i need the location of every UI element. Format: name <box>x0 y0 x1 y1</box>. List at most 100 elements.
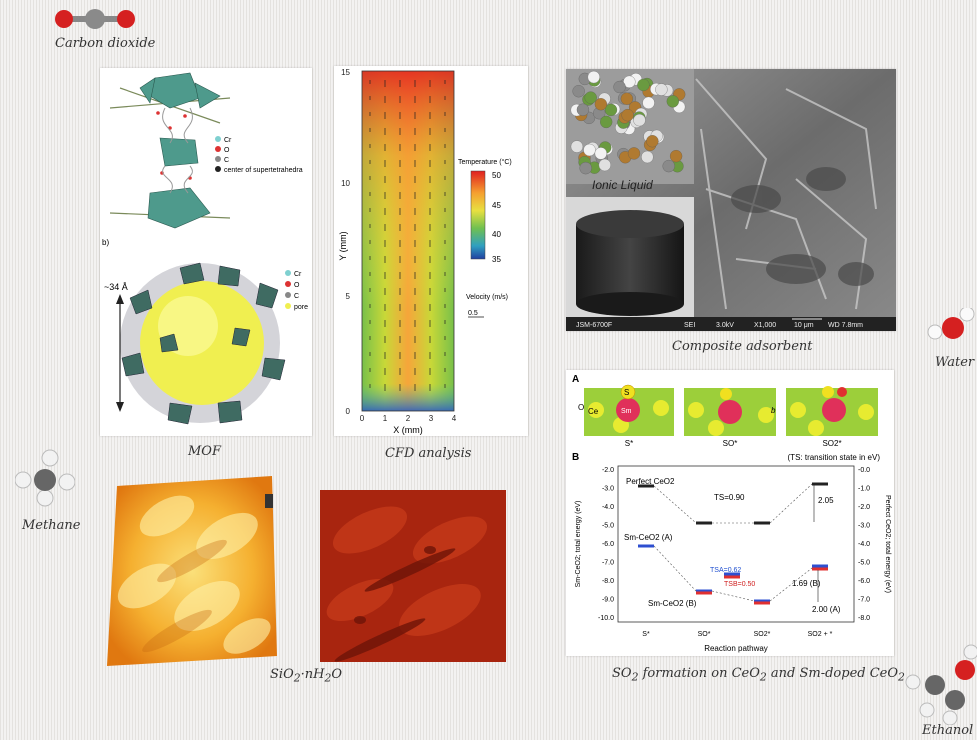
yright-tick: -0.0 <box>858 467 870 474</box>
ionic-liquid-label: Ionic Liquid <box>592 178 653 192</box>
so2-xtick: SO* <box>698 631 711 638</box>
yleft-tick: -9.0 <box>602 597 614 604</box>
water-label: Water <box>935 355 975 370</box>
level-sma-so2-free <box>812 564 828 568</box>
mof-legend-center: center of supertetrahedra <box>224 167 303 174</box>
level-smb-so2-free <box>812 567 828 571</box>
ionic-liquid-atom <box>587 70 600 84</box>
ionic-liquid-atom <box>666 95 679 108</box>
yright-tick: -6.0 <box>858 578 870 585</box>
pathway-connector <box>769 567 813 602</box>
so2-caption-part: 2 <box>759 670 767 684</box>
cfd-xtick-0: 0 <box>360 414 365 423</box>
cfd-temp-35: 35 <box>492 255 501 264</box>
so2-energy-chart: A O S Ce Sm b S* SO* SO2* B (TS: <box>572 374 891 653</box>
ionic-liquid-atom <box>579 161 592 175</box>
sm-ceo2-a-label: Sm-CeO2 (A) <box>624 533 673 542</box>
mof-legend-c: C <box>224 157 229 164</box>
sio2-caption-sub2: 2 <box>324 671 332 685</box>
water-molecule-icon <box>927 306 975 340</box>
yright-tick: -1.0 <box>858 486 870 493</box>
ethanol-label: Ethanol <box>922 723 974 738</box>
sio2-caption-sub: 2 <box>293 671 301 685</box>
ionic-liquid-atom <box>594 147 607 160</box>
level-smb-so2 <box>754 601 770 605</box>
yleft-tick: -7.0 <box>602 560 614 567</box>
cfd-temp-title: Temperature (°C) <box>458 158 512 166</box>
cfd-figure: 15 10 5 0 0 1 2 3 4 Y (mm) X (mm) Temper… <box>334 66 528 436</box>
so2-caption-part: formation on CeO <box>638 666 760 681</box>
cfd-temp-40: 40 <box>492 230 501 239</box>
sio2-image-left <box>107 476 277 666</box>
so2-caption-part: SO <box>612 666 632 681</box>
ionic-liquid-atom <box>641 150 654 164</box>
so2-xlabel: Reaction pathway <box>704 644 768 653</box>
cfd-xlabel: X (mm) <box>393 425 423 435</box>
ionic-liquid-atom <box>620 92 633 105</box>
cfd-contour-plot: 15 10 5 0 0 1 2 3 4 Y (mm) X (mm) Temper… <box>338 68 512 435</box>
mof-structure-image: Cr O C center of supertetrahedra b) ~34 … <box>102 72 308 425</box>
mof-legend-o: O <box>224 147 230 154</box>
sem-image: Ionic Liquid JSM-6700F SEI 3.0kV X1,000 … <box>566 69 896 331</box>
methane-molecule <box>14 448 76 508</box>
ethanol-molecule-icon <box>905 644 977 726</box>
pathway-connector <box>653 485 697 524</box>
sem-bar-mode: SEI <box>684 322 695 329</box>
sio2-afm-image-right <box>320 490 506 662</box>
so2-caption-part: 2 <box>898 670 905 684</box>
so2-xtick: S* <box>642 631 650 638</box>
so2-caption-part: and Sm-doped CeO <box>766 666 899 681</box>
ionic-liquid-atom <box>572 85 585 98</box>
yright-tick: -2.0 <box>858 504 870 511</box>
level-perfect-s <box>638 484 654 488</box>
cfd-temp-45: 45 <box>492 201 501 210</box>
level-sma-so2 <box>754 599 770 603</box>
ionic-liquid-atom <box>655 83 668 96</box>
struct-label-so: SO* <box>723 439 738 448</box>
level-perfect-so <box>696 521 712 525</box>
struct-b-label: b <box>771 406 776 415</box>
ionic-liquid-atom <box>570 140 584 153</box>
pathway-connector <box>711 590 755 602</box>
cfd-temp-50: 50 <box>492 171 501 180</box>
ionic-liquid-atom <box>576 103 590 116</box>
mof-caption: MOF <box>188 444 221 459</box>
co2-molecule <box>50 5 140 35</box>
cfd-vel-scale: 0.5 <box>468 310 478 317</box>
sem-bar-kv: 3.0kV <box>716 322 734 329</box>
yleft-tick: -2.0 <box>602 467 614 474</box>
co2-label: Carbon dioxide <box>55 36 156 51</box>
struct-label-s: S* <box>625 439 633 448</box>
ionic-liquid-atom <box>583 143 596 157</box>
mof-figure: Cr O C center of supertetrahedra b) ~34 … <box>100 68 312 436</box>
yleft-tick: -5.0 <box>602 523 614 530</box>
yleft-tick: -8.0 <box>602 578 614 585</box>
sem-bar-wd: WD 7.8mm <box>828 322 863 329</box>
ethanol-molecule <box>905 640 977 726</box>
yright-tick: -8.0 <box>858 615 870 622</box>
ionic-liquid-atom <box>594 98 608 111</box>
mof-label-b: b) <box>102 238 109 247</box>
pathway-connector <box>653 545 697 592</box>
yright-tick: -3.0 <box>858 523 870 530</box>
tsb-label: TSB=0.50 <box>724 581 755 588</box>
so2-caption: SO2 formation on CeO2 and Sm-doped CeO2 <box>612 666 905 684</box>
level-smb-so <box>696 591 712 595</box>
e200-label: 2.00 (A) <box>812 605 841 614</box>
so2-xtick: SO2 + * <box>808 631 833 638</box>
ts-label: TS=0.90 <box>714 493 745 502</box>
sem-bar-scale: 10 μm <box>794 322 814 329</box>
perfect-ceo2-label: Perfect CeO2 <box>626 477 675 486</box>
yright-tick: -5.0 <box>858 560 870 567</box>
yright-label: Perfect CeO2; total energy (eV) <box>884 495 891 593</box>
so2-xtick: SO2* <box>754 631 771 638</box>
ionic-liquid-atom <box>623 75 636 88</box>
mof-legend2-c: C <box>294 293 299 300</box>
level-sma-so <box>696 589 712 593</box>
yleft-tick: -4.0 <box>602 504 614 511</box>
ts-note: (TS: transition state in eV) <box>788 453 881 462</box>
mof-size-label: ~34 Å <box>104 282 128 292</box>
cfd-ytick-15: 15 <box>341 68 350 77</box>
cfd-xtick-2: 2 <box>406 414 411 423</box>
yleft-tick: -3.0 <box>602 486 614 493</box>
